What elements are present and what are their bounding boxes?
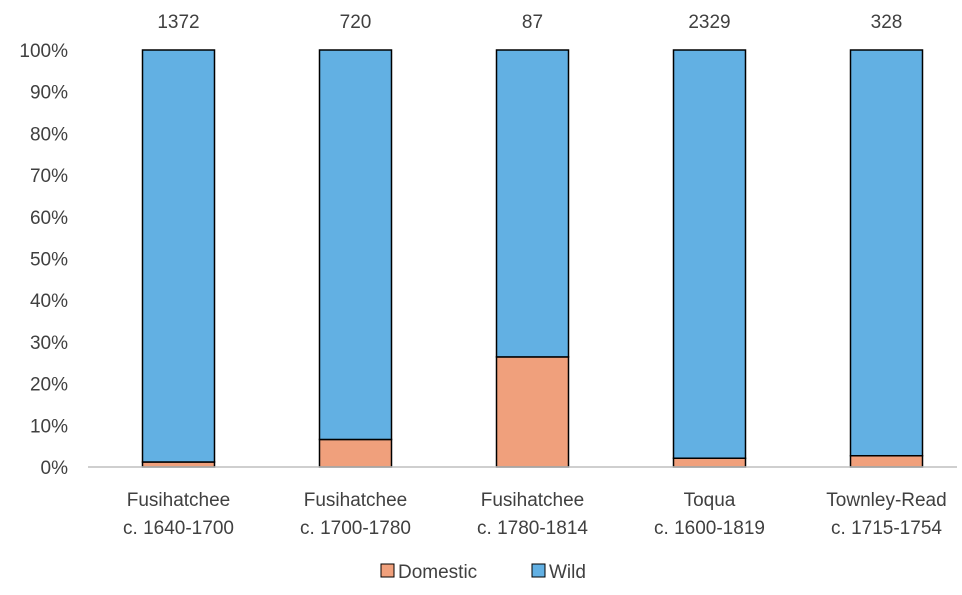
x-tick-label: c. 1640-1700 [123, 518, 234, 539]
y-tick-label: 90% [30, 83, 68, 104]
x-tick-label: Townley-Read [826, 490, 946, 511]
y-axis: 0% 10% 20% 30% 40% 50% 60% 70% 80% 90% 100% [19, 41, 68, 479]
bar-segment-wild [318, 49, 393, 441]
bar-segment-wild [141, 49, 216, 463]
x-tick-label: c. 1780-1814 [477, 518, 588, 539]
bar-segment-wild [672, 49, 747, 459]
bar-segment-domestic [141, 461, 216, 468]
legend-swatch-wild [531, 563, 546, 578]
bar-segment-domestic [849, 454, 924, 468]
y-tick-label: 70% [30, 166, 68, 187]
x-tick-label: c. 1700-1780 [300, 518, 411, 539]
bars [141, 49, 924, 468]
y-tick-label: 50% [30, 250, 68, 271]
total-label: 328 [871, 12, 903, 33]
legend-swatch-domestic [380, 563, 395, 578]
legend-label-wild: Wild [549, 562, 586, 583]
legend-label-domestic: Domestic [398, 562, 477, 583]
x-tick-label: Fusihatchee [481, 490, 585, 511]
y-tick-label: 100% [19, 41, 68, 62]
x-tick-label: c. 1600-1819 [654, 518, 765, 539]
total-labels: 1372 720 87 2329 328 [157, 12, 902, 33]
x-tick-label: Fusihatchee [304, 490, 408, 511]
y-tick-label: 0% [41, 458, 69, 479]
total-label: 1372 [157, 12, 199, 33]
bar-segment-domestic [672, 457, 747, 468]
y-tick-label: 80% [30, 124, 68, 145]
total-label: 87 [522, 12, 543, 33]
bar-segment-wild [849, 49, 924, 457]
y-tick-label: 60% [30, 208, 68, 229]
bar-segment-wild [495, 49, 570, 358]
y-tick-label: 10% [30, 416, 68, 437]
x-tick-label: Toqua [684, 490, 736, 511]
bar-segment-domestic [318, 438, 393, 468]
y-tick-label: 30% [30, 333, 68, 354]
legend: Domestic Wild [380, 562, 586, 583]
x-axis: Fusihatchee c. 1640-1700 Fusihatchee c. 170… [88, 466, 957, 539]
y-tick-label: 20% [30, 375, 68, 396]
total-label: 2329 [688, 12, 730, 33]
x-tick-label: Fusihatchee [127, 490, 231, 511]
y-tick-label: 40% [30, 291, 68, 312]
bar-segment-domestic [495, 356, 570, 468]
total-label: 720 [340, 12, 372, 33]
x-tick-label: c. 1715-1754 [831, 518, 942, 539]
